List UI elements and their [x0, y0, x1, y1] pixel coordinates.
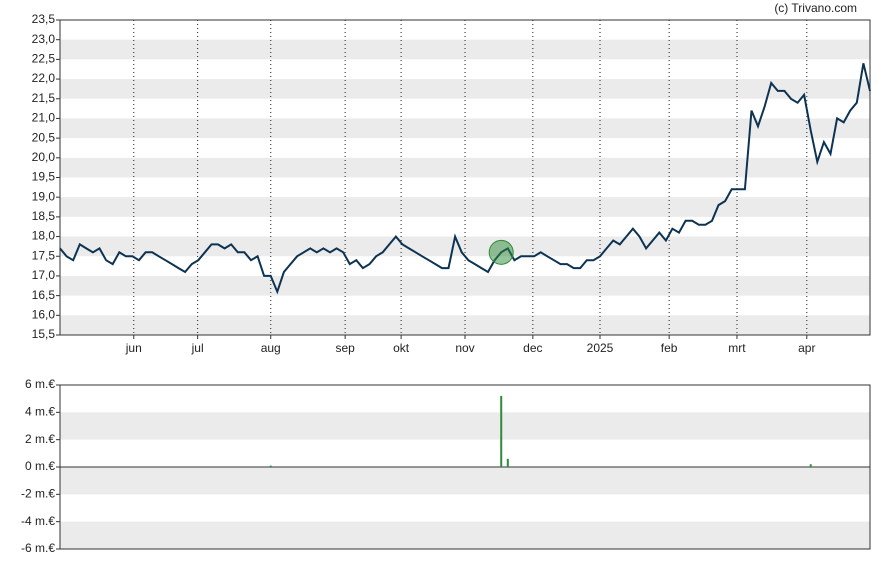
y-tick-label: -2 m.€ — [21, 487, 55, 501]
y-tick-label: 20,5 — [32, 130, 56, 144]
x-tick-label: okt — [393, 341, 410, 355]
grid-band — [60, 521, 870, 549]
y-tick-label: 15,5 — [32, 327, 56, 341]
y-tick-label: 16,0 — [32, 307, 56, 321]
y-tick-label: 22,0 — [32, 71, 56, 85]
x-tick-label: feb — [661, 341, 678, 355]
y-tick-label: 17,0 — [32, 268, 56, 282]
x-tick-label: 2025 — [587, 341, 614, 355]
x-tick-label: apr — [798, 341, 815, 355]
x-tick-label: nov — [455, 341, 474, 355]
y-tick-label: -4 m.€ — [21, 514, 55, 528]
grid-band — [60, 236, 870, 257]
grid-band — [60, 315, 870, 335]
y-tick-label: 22,5 — [32, 52, 56, 66]
credit: (c) Trivano.com — [774, 1, 857, 15]
y-tick-label: 19,5 — [32, 170, 56, 184]
bar — [500, 395, 503, 467]
grid-band — [60, 275, 870, 296]
grid-band — [60, 157, 870, 178]
y-tick-label: 6 m.€ — [25, 377, 55, 391]
x-tick-label: mrt — [728, 341, 746, 355]
y-tick-label: 20,0 — [32, 150, 56, 164]
y-tick-label: 18,0 — [32, 229, 56, 243]
bar — [506, 458, 509, 467]
y-tick-label: 23,0 — [32, 32, 56, 46]
highlight-marker — [488, 239, 514, 265]
y-tick-label: 21,0 — [32, 111, 56, 125]
x-tick-label: jun — [125, 341, 142, 355]
x-tick-label: aug — [261, 341, 281, 355]
y-tick-label: 0 m.€ — [25, 459, 55, 473]
y-tick-label: 16,5 — [32, 288, 56, 302]
grid-band — [60, 197, 870, 217]
y-tick-label: 19,0 — [32, 189, 56, 203]
x-tick-label: jul — [191, 341, 204, 355]
price-line — [59, 63, 871, 295]
y-tick-label: 2 m.€ — [25, 432, 55, 446]
plot-frame — [59, 19, 871, 336]
y-tick-label: 4 m.€ — [25, 405, 55, 419]
bar — [809, 464, 812, 467]
y-tick-label: 17,5 — [32, 248, 56, 262]
grid-band — [60, 412, 870, 440]
y-tick-label: 23,5 — [32, 12, 56, 26]
y-tick-label: 21,5 — [32, 91, 56, 105]
bar — [269, 465, 272, 467]
grid-band — [60, 467, 870, 495]
y-tick-label: -6 m.€ — [21, 541, 55, 555]
x-tick-label: sep — [335, 341, 355, 355]
grid-band — [60, 39, 870, 60]
y-tick-label: 18,5 — [32, 209, 56, 223]
x-tick-label: dec — [523, 341, 542, 355]
